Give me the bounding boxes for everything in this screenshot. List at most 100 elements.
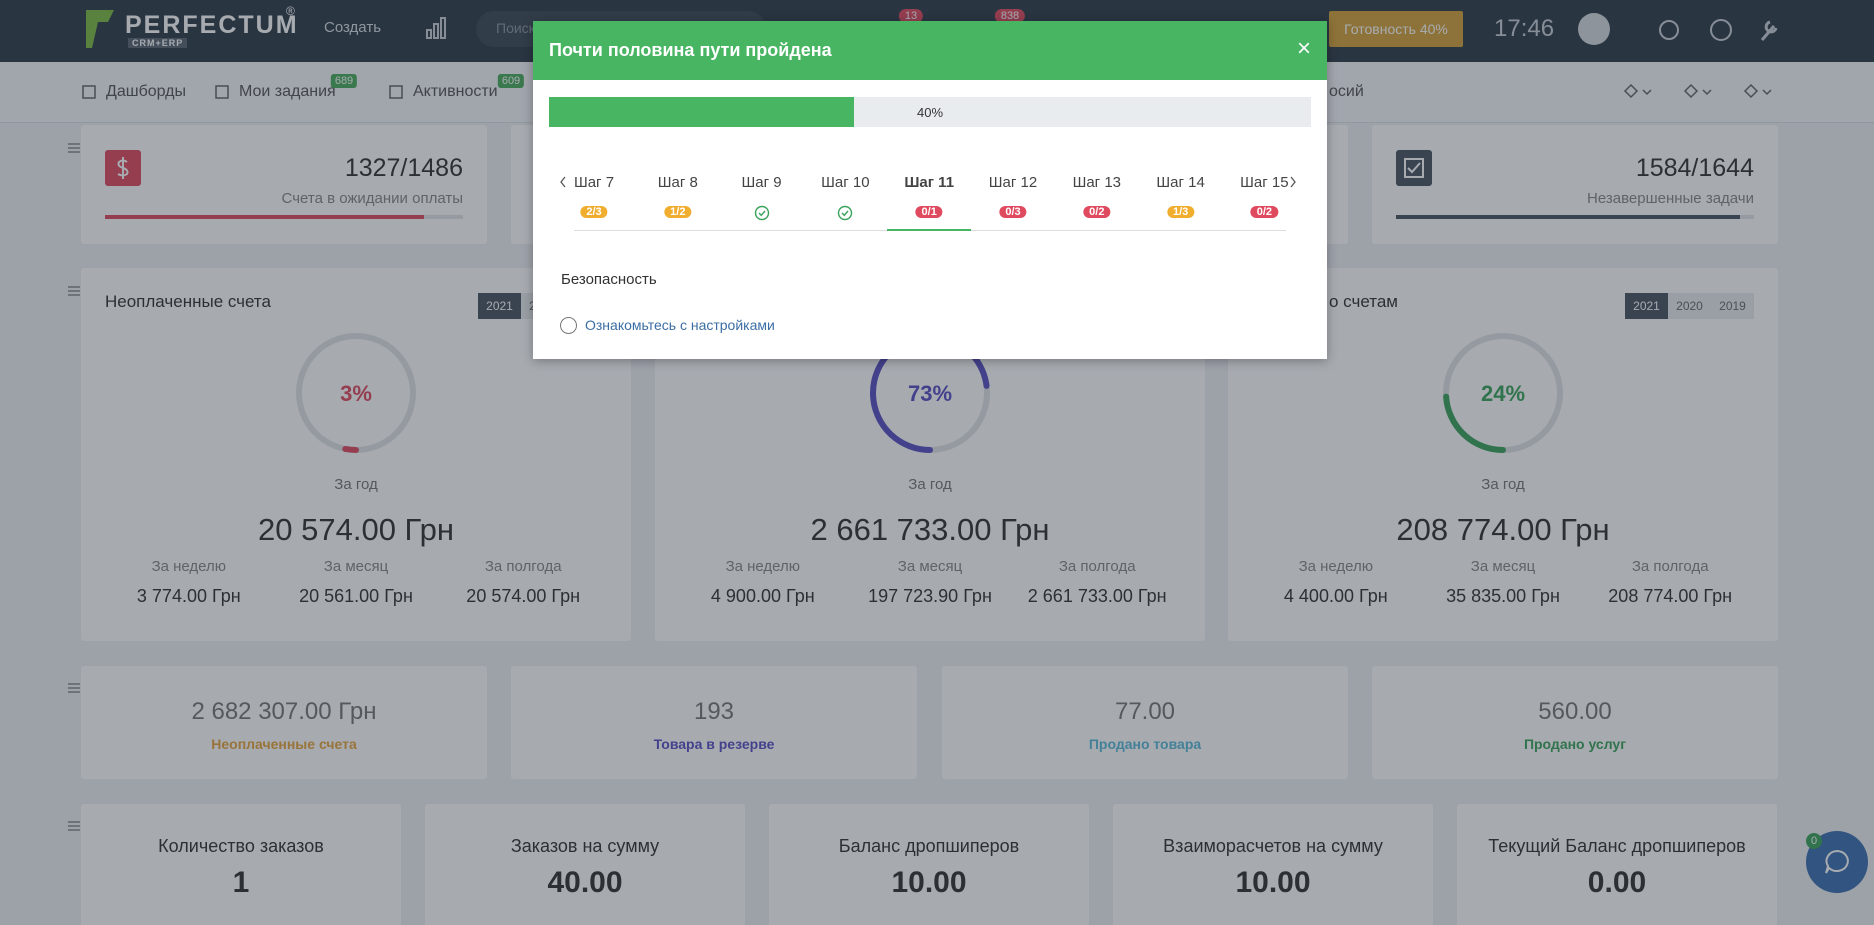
summary-card (942, 666, 1348, 779)
progress-label: 40% (916, 105, 944, 120)
breakdown-value: 3 774.00 Грн (136, 586, 241, 606)
breakdown-label: За месяц (1470, 558, 1536, 575)
order-title: Заказов на сумму (510, 836, 660, 856)
period-total: 2 661 733.00 Грн (810, 512, 1050, 547)
readiness-button[interactable]: Готовность 40% (1329, 11, 1463, 47)
summary-value: 193 (693, 698, 735, 725)
step-done-icon (754, 205, 769, 221)
step-label[interactable]: Шаг 8 (657, 174, 698, 191)
step-done-icon (838, 205, 853, 221)
step-label[interactable]: Шаг 15 (1240, 174, 1289, 191)
nav-icon (389, 85, 403, 99)
period-total: 208 774.00 Грн (1396, 512, 1610, 547)
step-label[interactable]: Шаг 14 (1156, 174, 1205, 191)
logo-registered: ® (286, 4, 295, 18)
stat-value: 1327/1486 (344, 154, 463, 182)
modal-close[interactable]: × (1297, 35, 1312, 62)
chat-badge: 0 (1806, 833, 1822, 849)
year-tab[interactable]: 2021 (478, 293, 521, 319)
icon-glyph (117, 157, 129, 179)
nav-item[interactable]: Дашборды (106, 83, 186, 100)
progress-fill (105, 215, 424, 219)
step-label[interactable]: Шаг 10 (821, 174, 870, 191)
icon-bar (426, 29, 432, 39)
breakdown-label: За полгода (1058, 558, 1136, 575)
nav-tool-icon (1623, 83, 1652, 99)
active-step-underline (887, 229, 972, 231)
breakdown-label: За полгода (484, 558, 562, 575)
breakdown-label: За полгода (1631, 558, 1709, 575)
nav-icon (215, 85, 229, 99)
stat-label: Незавершенные задачи (1587, 190, 1754, 207)
create-menu[interactable]: Создать (324, 19, 382, 36)
stat-card (81, 125, 487, 244)
check-mark (841, 210, 849, 217)
step-status: 1/3 (1166, 206, 1195, 218)
modal-header (533, 21, 1327, 80)
breakdown-value: 208 774.00 Грн (1608, 586, 1733, 606)
modal: Почти половина пути пройдена × 40% Шаг 7 2/3… (533, 21, 1327, 359)
icon (389, 85, 403, 99)
breakdown-value: 20 561.00 Грн (299, 586, 413, 606)
period-label: За год (1481, 476, 1525, 493)
order-value: 10.00 (891, 866, 967, 899)
breakdown-value: 4 900.00 Грн (710, 586, 815, 606)
stat-icon (1396, 150, 1432, 186)
step-status: 0/3 (999, 206, 1027, 218)
breakdown-value: 4 400.00 Грн (1283, 586, 1388, 606)
ring-percent: 24% (1480, 381, 1526, 406)
nav-item[interactable]: Активности (413, 83, 498, 100)
breakdown-label: За неделю (725, 558, 801, 575)
step-arrows (560, 176, 1296, 188)
breakdown-label: За неделю (1298, 558, 1374, 575)
breakdown-label: За месяц (897, 558, 963, 575)
period-total: 20 574.00 Грн (258, 512, 454, 547)
next-arrow (1290, 176, 1296, 188)
step-label[interactable]: Шаг 9 (741, 174, 782, 191)
period-card-title: Неоплаченные счета (105, 292, 271, 311)
step-label[interactable]: Шаг 13 (1072, 174, 1122, 191)
year-tab[interactable]: 2020 (1668, 293, 1711, 319)
step-status: 0/2 (1250, 206, 1279, 218)
order-value: 1 (232, 866, 250, 899)
summary-value: 560.00 (1538, 698, 1612, 725)
progress-ring (1443, 333, 1563, 453)
check-mark (758, 210, 766, 217)
order-value: 40.00 (547, 866, 623, 899)
nav-badge: 609 (497, 74, 525, 88)
period-label: За год (334, 476, 378, 493)
order-value: 0.00 (1587, 866, 1647, 899)
chat-icon (1825, 849, 1849, 874)
drag-handle (68, 143, 80, 153)
check-circle (838, 205, 853, 221)
step-label[interactable]: Шаг 12 (988, 174, 1038, 191)
order-title: Баланс дропшиперов (838, 836, 1020, 856)
task-link[interactable]: Ознакомьтесь с настройками (585, 317, 775, 333)
icon (1683, 83, 1712, 99)
year-tab[interactable]: 2021 (1625, 293, 1668, 319)
avatar[interactable] (1578, 13, 1610, 45)
prev-arrow (560, 176, 566, 188)
icon-glyph (1404, 158, 1424, 178)
step-label[interactable]: Шаг 11 (904, 174, 955, 191)
section-title: Безопасность (561, 271, 657, 288)
order-card (81, 804, 401, 925)
stat-icon (105, 150, 141, 186)
task-radio[interactable] (560, 317, 577, 334)
order-card (1113, 804, 1433, 925)
clock: 17:46 (1494, 15, 1555, 42)
help-icon (1710, 19, 1732, 41)
year-tab[interactable]: 2019 (1711, 293, 1754, 319)
breakdown-label: За месяц (323, 558, 389, 575)
logo-sub: CRM+ERP (128, 38, 188, 48)
stat-value: 1584/1644 (1635, 154, 1754, 182)
step-label[interactable]: Шаг 7 (573, 174, 615, 191)
search-placeholder: Поиск (496, 20, 535, 36)
nav-item[interactable]: Мои задания (239, 83, 336, 100)
notification-badge: 838 (994, 9, 1026, 23)
progress-ring (296, 333, 416, 453)
drag-handle (68, 683, 80, 693)
ring-percent: 73% (907, 381, 953, 406)
period-label: За год (908, 476, 952, 493)
step-status: 0/1 (915, 206, 943, 218)
